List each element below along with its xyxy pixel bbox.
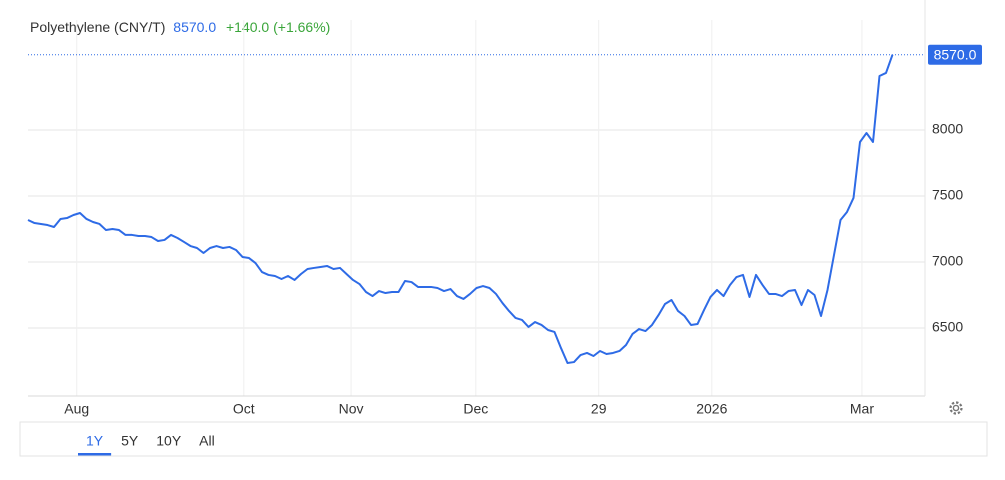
range-underline	[78, 453, 112, 456]
range-button[interactable]: 10Y	[156, 433, 182, 449]
last-price-box	[928, 44, 982, 65]
range-button[interactable]: All	[199, 433, 215, 449]
x-tick-label: Aug	[64, 401, 89, 417]
y-tick-label: 7000	[932, 253, 963, 269]
range-button[interactable]: 1Y	[86, 433, 104, 449]
x-tick-label: 2026	[696, 401, 727, 417]
last-price: 8570.0	[173, 19, 216, 35]
range-bar	[19, 421, 988, 457]
last-price-label: 8570.0	[934, 46, 977, 62]
settings-icon[interactable]	[949, 401, 963, 415]
x-tick-label: 29	[591, 401, 607, 417]
y-tick-label: 6500	[932, 319, 963, 335]
range-button[interactable]: 5Y	[121, 433, 139, 449]
x-tick-label: Nov	[339, 401, 364, 417]
price-line	[27, 54, 894, 364]
y-tick-label: 8000	[932, 121, 963, 137]
change-pct: (+1.66%)	[273, 19, 330, 35]
chart-header: Polyethylene (CNY/T) 8570.0 +140.0 (+1.6…	[30, 19, 330, 35]
chart-title: Polyethylene (CNY/T)	[30, 19, 165, 35]
x-tick-label: Oct	[233, 401, 255, 417]
x-tick-label: Mar	[850, 401, 874, 417]
y-tick-label: 7500	[932, 187, 963, 203]
change: +140.0	[226, 19, 269, 35]
x-tick-label: Dec	[463, 401, 488, 417]
